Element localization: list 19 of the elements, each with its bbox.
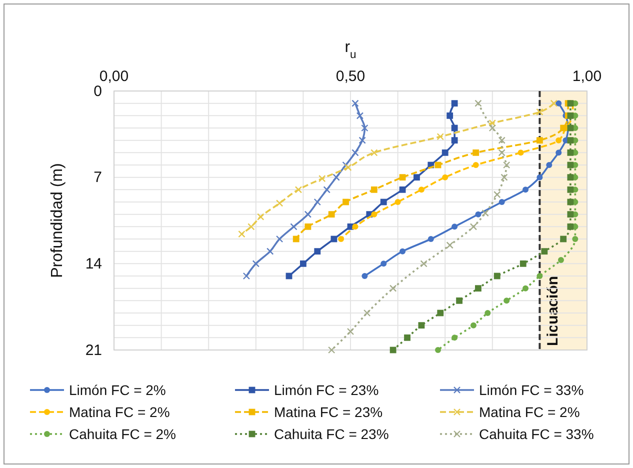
legend-label: Limón FC = 33% <box>479 382 584 398</box>
y-tick-label: 0 <box>94 82 102 100</box>
legend-label: Matina FC = 2% <box>479 404 580 420</box>
y-tick-label: 21 <box>85 342 102 359</box>
legend-label: Cahuita FC = 23% <box>274 426 389 442</box>
legend-label: Limón FC = 23% <box>274 382 379 398</box>
y-axis-title: Profundidad (m) <box>49 163 66 278</box>
legend-label: Cahuita FC = 2% <box>69 426 176 442</box>
band-label: Licuación <box>544 276 562 346</box>
x-axis-title: r$_{u}$ <box>344 39 356 61</box>
x-tick-label: 0,50 <box>336 68 366 85</box>
legend-label: Cahuita FC = 33% <box>479 426 594 442</box>
legend-label: Matina FC = 2% <box>69 404 170 420</box>
y-tick-label: 14 <box>85 255 102 272</box>
x-tick-label: 1,00 <box>572 68 602 85</box>
y-tick-label: 7 <box>94 169 102 186</box>
legend-label: Matina FC = 23% <box>274 404 383 420</box>
x-tick-label: 0,00 <box>99 68 129 85</box>
legend-label: Limón FC = 2% <box>69 382 166 398</box>
